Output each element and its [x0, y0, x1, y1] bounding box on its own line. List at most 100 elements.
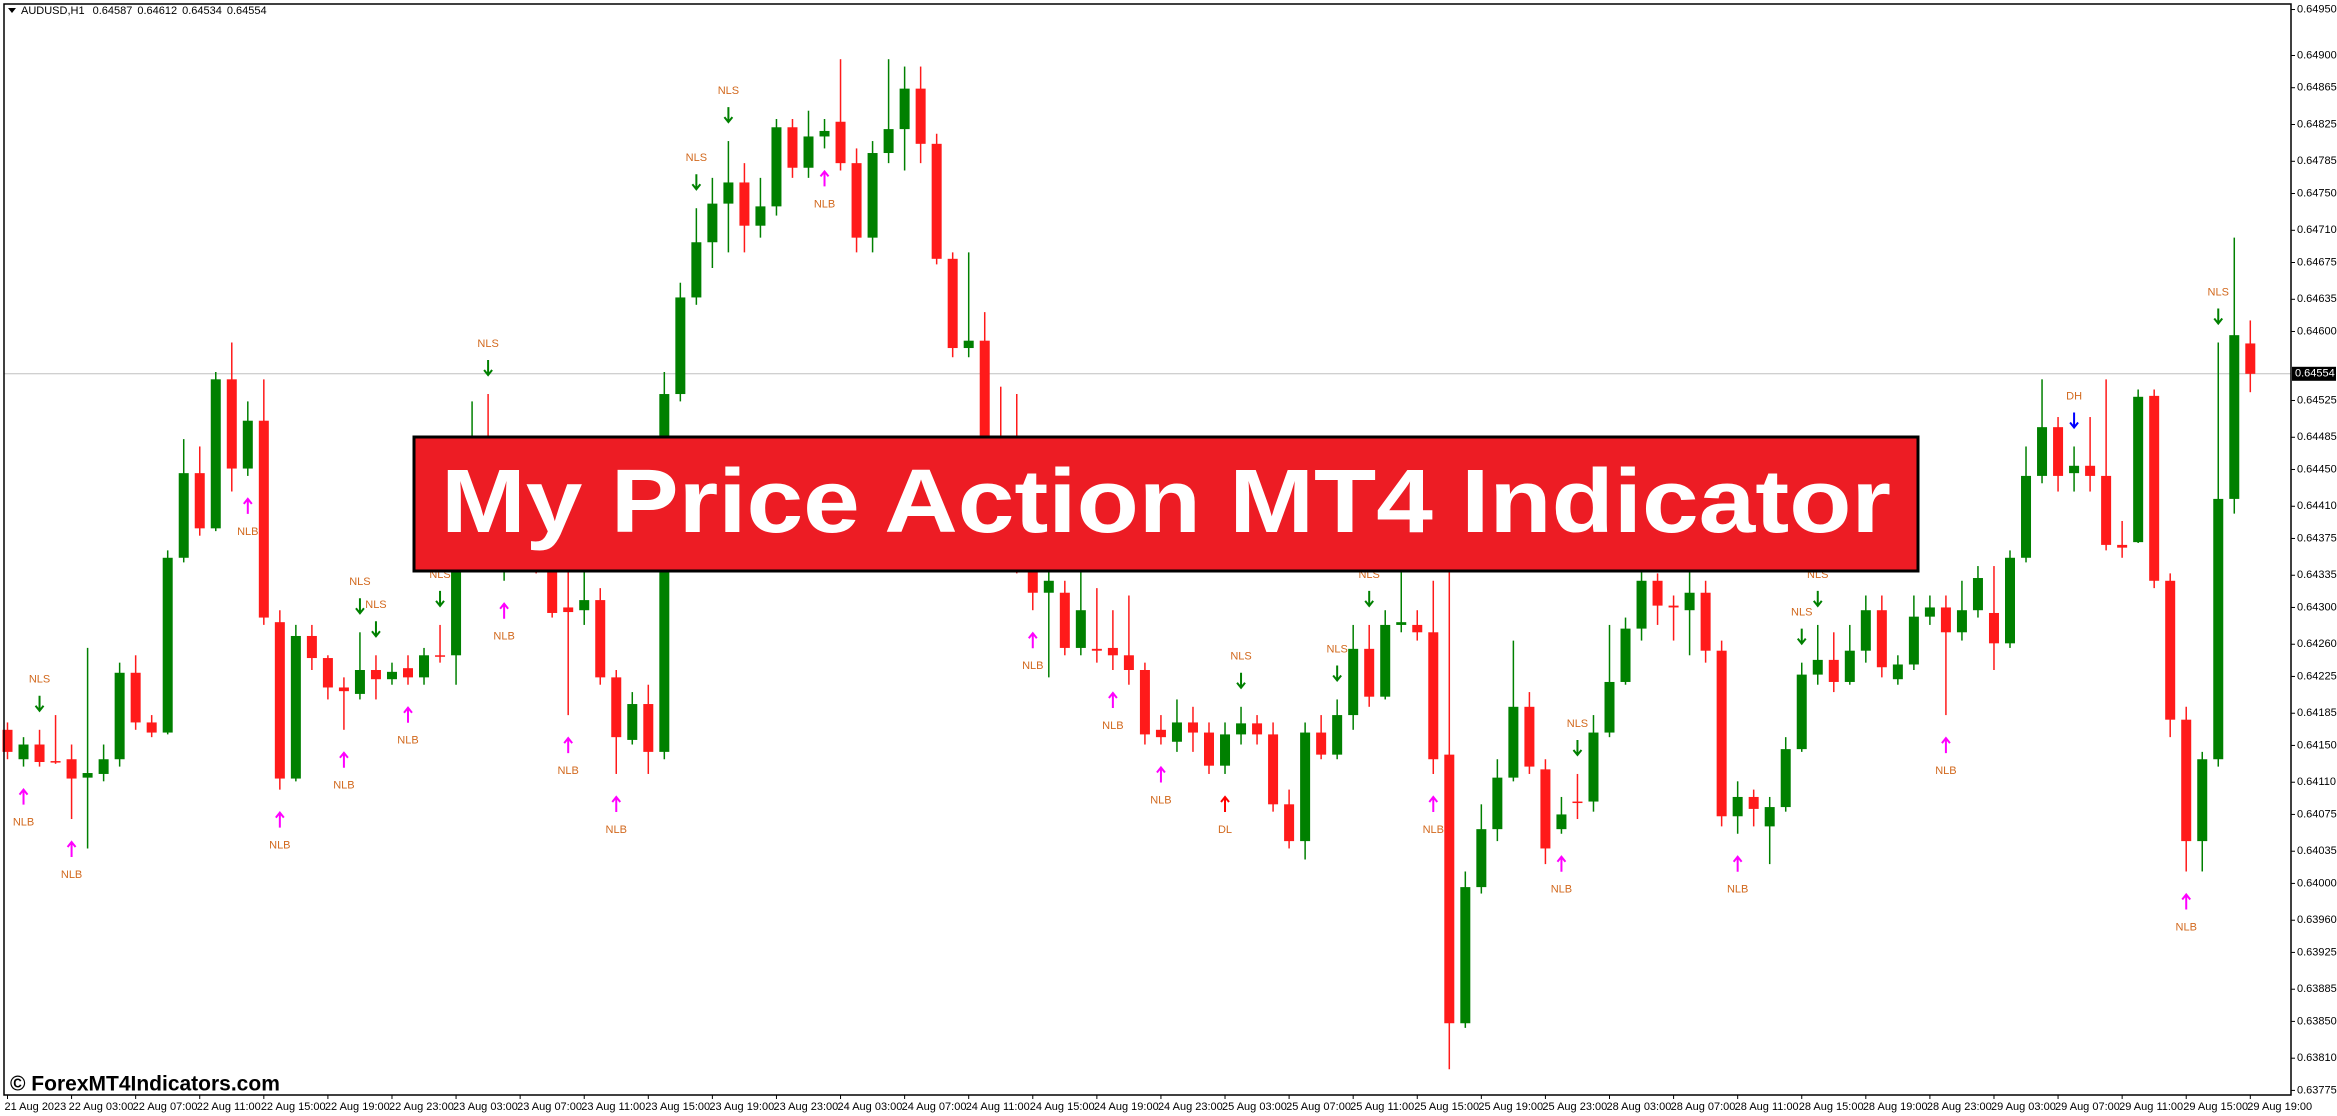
- candle-body: [306, 635, 317, 659]
- signal-label: NLS: [29, 674, 50, 686]
- x-tick-label: 23 Aug 15:00: [645, 1101, 710, 1113]
- candle-body: [403, 668, 413, 678]
- y-tick-label: 0.64825: [2297, 118, 2337, 130]
- candle-body: [611, 677, 622, 738]
- candle-body: [867, 153, 878, 238]
- signal-label: NLS: [1567, 718, 1588, 730]
- candle-body: [931, 143, 942, 259]
- signal-label: NLB: [237, 526, 258, 538]
- menu-triangle: [8, 8, 16, 13]
- candle-body: [2005, 557, 2015, 644]
- candle-body: [1828, 659, 1839, 682]
- header-high: 0.64612: [137, 5, 177, 17]
- y-tick-label: 0.64950: [2297, 3, 2337, 15]
- candle-body: [691, 242, 702, 298]
- signal-label: NLS: [477, 338, 498, 350]
- candle-body: [563, 607, 574, 613]
- signal-label: NLS: [349, 576, 370, 588]
- signal-label: NLS: [365, 599, 386, 611]
- y-tick-label: 0.64525: [2297, 394, 2337, 406]
- candle-body: [1236, 723, 1247, 735]
- candle-body: [1412, 624, 1423, 633]
- candle-body: [1123, 655, 1134, 671]
- banner: My Price Action MT4 Indicator: [412, 435, 1920, 573]
- x-tick-label: 25 Aug 19:00: [1478, 1101, 1543, 1113]
- x-tick-label: 29 Aug 11:00: [2119, 1101, 2183, 1113]
- signal-arrow: [1796, 628, 1807, 646]
- candle-body: [1844, 650, 1855, 682]
- signal-arrow: [435, 590, 445, 608]
- candle-body: [547, 557, 558, 613]
- signal-label: NLB: [1423, 824, 1444, 836]
- x-tick-label: 22 Aug 11:00: [197, 1101, 261, 1113]
- signal-label: NLB: [1727, 884, 1748, 896]
- signal-arrow: [2069, 412, 2079, 430]
- candle-body: [2149, 395, 2160, 581]
- candle-body: [659, 394, 670, 752]
- signal-label: DL: [1218, 824, 1232, 836]
- candle-body: [1348, 648, 1359, 716]
- x-tick-label: 25 Aug 23:00: [1542, 1101, 1607, 1113]
- candle-body: [226, 379, 237, 469]
- candle-body: [1540, 769, 1551, 849]
- candle-body: [1636, 580, 1647, 629]
- y-tick-label: 0.64300: [2297, 601, 2337, 613]
- candle-body: [1187, 722, 1198, 733]
- y-tick-label: 0.64450: [2297, 463, 2337, 475]
- x-tick-label: 23 Aug 03:00: [453, 1101, 518, 1113]
- y-tick-label: 0.64225: [2297, 670, 2337, 682]
- signal-arrow: [691, 174, 702, 191]
- signal-label: NLB: [1551, 884, 1572, 896]
- x-tick-label: 22 Aug 07:00: [133, 1101, 198, 1113]
- candle-body: [178, 473, 189, 558]
- signal-arrow: [1027, 631, 1038, 649]
- signal-arrow: [819, 169, 830, 187]
- y-tick-label: 0.64150: [2297, 739, 2337, 751]
- candle-body: [835, 121, 846, 164]
- signal-arrow: [1572, 739, 1583, 757]
- x-tick-label: 24 Aug 23:00: [1158, 1101, 1223, 1113]
- chart-header: AUDUSD,H1 0.64587 0.64612 0.64534 0.64554: [21, 5, 267, 17]
- candle-body: [1171, 722, 1182, 742]
- x-tick-label: 22 Aug 19:00: [325, 1101, 390, 1113]
- x-tick-label: 22 Aug 15:00: [261, 1101, 326, 1113]
- signal-arrow: [499, 602, 509, 619]
- y-tick-label: 0.63885: [2297, 983, 2337, 995]
- candle-body: [2181, 719, 2192, 842]
- signal-arrow: [1236, 672, 1246, 690]
- candle-body: [1748, 796, 1759, 809]
- signal-label: NLB: [13, 817, 34, 829]
- signal-arrow: [1941, 736, 1951, 754]
- signal-arrow: [243, 497, 253, 514]
- candle-body: [1155, 729, 1166, 738]
- candle-body: [1812, 659, 1823, 675]
- signal-arrow: [1812, 590, 1823, 608]
- candle-body: [1268, 734, 1279, 805]
- y-tick-label: 0.63960: [2297, 914, 2337, 926]
- x-tick-label: 29 Aug 15:00: [2183, 1101, 2248, 1113]
- watermark: © ForexMT4Indicators.com: [10, 1073, 280, 1096]
- candle-body: [258, 420, 269, 618]
- signal-arrow: [1556, 855, 1567, 872]
- y-tick-label: 0.64410: [2297, 500, 2337, 512]
- candle-body: [851, 163, 862, 238]
- x-tick-label: 29 Aug 07:00: [2055, 1101, 2120, 1113]
- x-tick-label: 25 Aug 15:00: [1414, 1101, 1479, 1113]
- candle-body: [1732, 796, 1743, 817]
- candle-body: [2197, 759, 2208, 842]
- candle-body: [771, 127, 782, 207]
- banner-title: My Price Action MT4 Indicator: [441, 452, 1891, 552]
- x-tick-label: 24 Aug 11:00: [966, 1101, 1030, 1113]
- candle-body: [98, 759, 109, 774]
- candle-body: [2069, 465, 2080, 474]
- candle-body: [1316, 732, 1327, 755]
- candle-body: [1332, 715, 1343, 755]
- candle-body: [1300, 732, 1311, 842]
- candle-body: [579, 600, 590, 611]
- y-tick-label: 0.64750: [2297, 187, 2337, 199]
- candle-body: [595, 600, 606, 678]
- signal-arrow: [355, 598, 365, 615]
- candle-body: [739, 182, 750, 226]
- candle-body: [66, 759, 77, 779]
